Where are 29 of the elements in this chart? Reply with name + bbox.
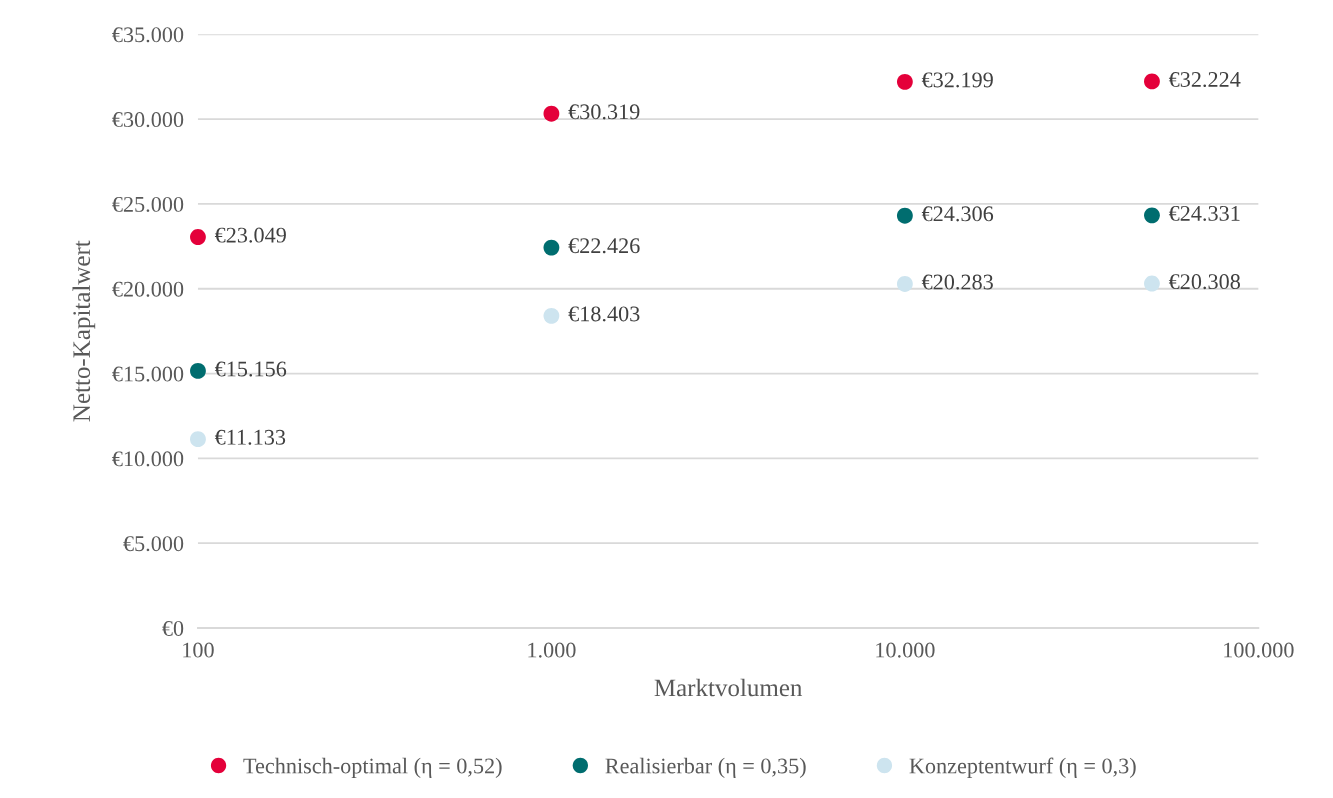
data-label: €11.133 xyxy=(214,429,286,445)
y-tick-label: €0 xyxy=(162,620,184,636)
y-tick-label: €35.000 xyxy=(112,27,184,43)
y-tick-label: €5.000 xyxy=(123,536,184,552)
data-label: €18.403 xyxy=(568,306,640,322)
y-tick-label: €25.000 xyxy=(112,196,184,212)
legend-label: Realisierbar (η = 0,35) xyxy=(605,757,806,778)
y-tick-label: €20.000 xyxy=(112,281,184,297)
data-label: €20.308 xyxy=(1168,274,1240,290)
data-label: €32.199 xyxy=(921,72,993,88)
data-label: €20.283 xyxy=(921,274,993,290)
x-tick-label: 100.000 xyxy=(1224,642,1294,658)
data-label: €24.306 xyxy=(921,206,994,222)
x-tick-label: 100 xyxy=(183,642,214,658)
data-label: €15.156 xyxy=(214,361,287,377)
data-label: €32.224 xyxy=(1168,72,1241,88)
y-tick-label: €30.000 xyxy=(112,112,184,128)
data-label: €22.426 xyxy=(568,238,640,254)
legend-label: Konzeptentwurf (η = 0,3) xyxy=(909,757,1136,778)
x-tick-label: 10.000 xyxy=(876,642,935,658)
x-tick-label: 1.000 xyxy=(528,642,576,658)
data-label: €23.049 xyxy=(214,227,286,243)
data-label: €24.331 xyxy=(1168,205,1240,221)
y-tick-label: €15.000 xyxy=(112,366,184,382)
x-axis-title: Marktvolumen xyxy=(654,678,803,697)
y-tick-label: €10.000 xyxy=(112,451,184,467)
legend-label: Technisch-optimal (η = 0,52) xyxy=(243,757,502,778)
y-axis-title: Netto-Kapitalwert xyxy=(72,240,96,422)
data-label: €30.319 xyxy=(568,104,640,120)
